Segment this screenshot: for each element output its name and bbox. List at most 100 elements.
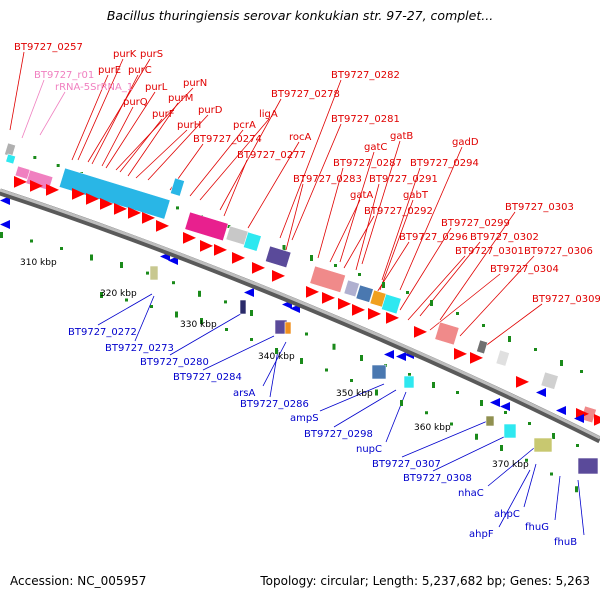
scale-tick bbox=[225, 328, 228, 331]
rna-label-line bbox=[21, 79, 45, 139]
forward-arrow bbox=[414, 326, 427, 338]
scale-tick bbox=[456, 312, 459, 315]
scale-label: 320 kbp bbox=[100, 289, 137, 299]
scale-tick bbox=[528, 422, 531, 425]
reverse-label-line bbox=[333, 389, 397, 428]
forward-arrow bbox=[14, 176, 27, 188]
forward-label-line bbox=[399, 146, 463, 291]
forward-gene-label: BT9727_0277 bbox=[237, 150, 306, 161]
accession-text: Accession: NC_005957 bbox=[10, 574, 147, 588]
forward-label-line bbox=[371, 241, 410, 301]
reverse-gene-label: BT9727_0284 bbox=[173, 372, 242, 383]
forward-gene-label: purF bbox=[152, 109, 175, 120]
reverse-label-line bbox=[432, 435, 507, 472]
forward-label-line bbox=[429, 273, 501, 331]
feature-blocks bbox=[4, 142, 599, 475]
forward-gene-label: purN bbox=[183, 78, 207, 89]
rna-gene-label: BT9727_r01 bbox=[34, 70, 94, 81]
forward-gene-label: purD bbox=[198, 105, 223, 116]
forward-arrow bbox=[594, 414, 600, 426]
forward-arrow bbox=[156, 220, 169, 232]
backbone-highlight bbox=[0, 188, 600, 440]
feature-block bbox=[169, 177, 185, 197]
scale-tick bbox=[227, 225, 231, 228]
scale-tick bbox=[525, 458, 528, 462]
reverse-label-line bbox=[169, 311, 245, 356]
scale-tick bbox=[550, 472, 553, 476]
forward-arrow bbox=[252, 262, 265, 274]
forward-gene-label: BT9727_0282 bbox=[331, 70, 400, 81]
feature-block bbox=[577, 457, 599, 475]
reverse-gene-label: nupC bbox=[356, 444, 382, 455]
feature-block bbox=[355, 284, 374, 303]
forward-arrow bbox=[30, 180, 43, 192]
forward-gene-label: BT9727_0303 bbox=[505, 202, 574, 213]
reverse-gene-label: BT9727_0308 bbox=[403, 473, 472, 484]
forward-arrow bbox=[232, 252, 245, 264]
scale-tick bbox=[500, 445, 503, 451]
forward-label-line bbox=[9, 51, 25, 131]
reverse-gene-label: BT9727_0298 bbox=[304, 429, 373, 440]
reverse-gene-label: ampS bbox=[290, 413, 319, 424]
scale-tick bbox=[310, 255, 313, 261]
forward-gene-label: purK bbox=[113, 49, 137, 60]
forward-label-line bbox=[189, 129, 244, 197]
forward-gene-label: rocA bbox=[289, 132, 312, 143]
reverse-label-line bbox=[523, 463, 537, 508]
reverse-label-line bbox=[262, 341, 287, 387]
reverse-label-line bbox=[269, 349, 279, 398]
feature-block bbox=[58, 167, 171, 220]
scale-tick bbox=[475, 433, 478, 440]
reverse-gene-label: BT9727_0280 bbox=[140, 357, 209, 368]
forward-gene-label: BT9727_0274 bbox=[193, 134, 262, 145]
feature-block bbox=[309, 265, 346, 293]
feature-block bbox=[476, 339, 489, 355]
reverse-arrow bbox=[384, 350, 394, 359]
reverse-label-line bbox=[487, 447, 535, 487]
feature-block bbox=[485, 415, 495, 427]
feature-block bbox=[503, 423, 517, 439]
scale-labels: 310 kbp 320 kbp 330 kbp 340 kbp 350 kbp 360 k… bbox=[20, 258, 529, 470]
reverse-gene-label: BT9727_0272 bbox=[68, 327, 137, 338]
reverse-gene-label: BT9727_0273 bbox=[105, 343, 174, 354]
scale-tick bbox=[382, 282, 385, 288]
scale-tick bbox=[508, 336, 511, 342]
reverse-gene-label: BT9727_0286 bbox=[240, 399, 309, 410]
feature-block bbox=[371, 364, 387, 380]
scale-tick bbox=[90, 254, 93, 261]
forward-gene-label: BT9727_0309 bbox=[532, 294, 600, 305]
reverse-gene-label: ahpF bbox=[469, 529, 494, 540]
feature-labels: BT9727_0257 purK purS purE purC purL purN purQ p… bbox=[14, 42, 600, 548]
scale-tick bbox=[425, 411, 428, 415]
forward-arrow bbox=[214, 244, 227, 256]
forward-arrow bbox=[100, 198, 113, 210]
forward-arrow bbox=[338, 298, 351, 310]
scale-tick bbox=[375, 389, 378, 396]
forward-arrow bbox=[386, 312, 399, 324]
reverse-arrow bbox=[0, 196, 10, 205]
forward-gene-label: pcrA bbox=[233, 120, 256, 131]
forward-gene-label: BT9727_0287 bbox=[333, 158, 402, 169]
forward-label-line bbox=[91, 74, 139, 165]
forward-arrow bbox=[272, 270, 285, 282]
forward-gene-label: BT9727_0294 bbox=[410, 158, 479, 169]
scale-tick bbox=[120, 262, 123, 268]
forward-label-line bbox=[285, 183, 304, 251]
forward-label-line bbox=[199, 118, 270, 201]
scale-tick bbox=[146, 271, 149, 275]
forward-label-line bbox=[329, 199, 361, 263]
scale-tick bbox=[504, 411, 507, 414]
forward-arrow bbox=[516, 376, 529, 388]
genome-backbone bbox=[0, 188, 600, 444]
scale-tick bbox=[406, 291, 409, 294]
scale-tick bbox=[552, 433, 555, 439]
scale-tick bbox=[175, 311, 178, 318]
scale-tick bbox=[450, 422, 453, 426]
reverse-label-line bbox=[385, 391, 407, 443]
forward-gene-label: purQ bbox=[123, 97, 148, 108]
reverse-gene-label: fhuG bbox=[525, 522, 549, 533]
scale-tick bbox=[30, 239, 33, 243]
forward-label-line bbox=[147, 114, 209, 181]
forward-label-line bbox=[101, 106, 134, 167]
